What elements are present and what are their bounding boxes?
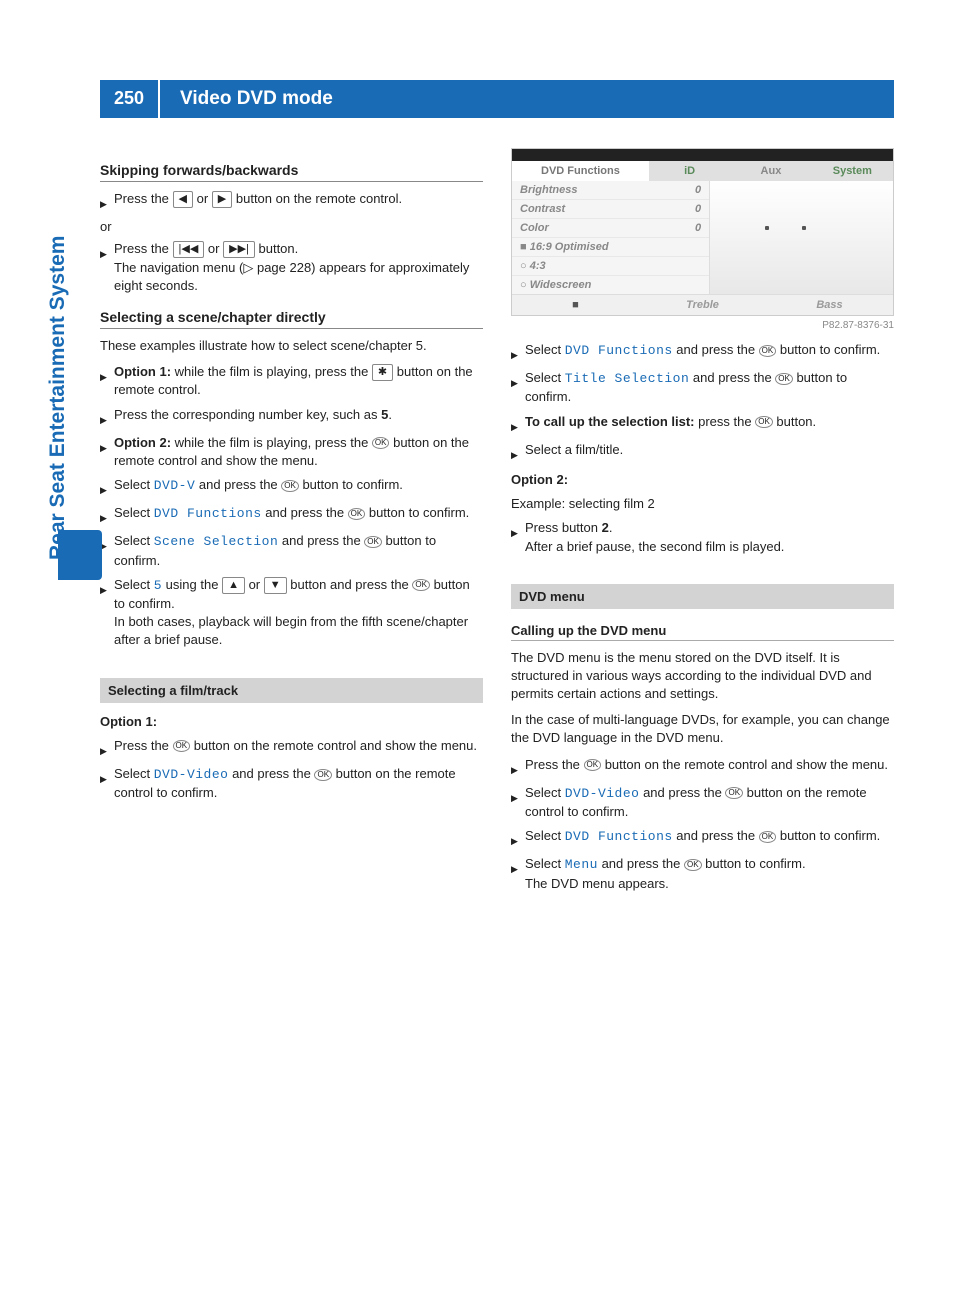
triangle-icon [511,831,525,849]
triangle-icon [511,760,525,778]
triangle-icon [100,410,114,428]
up-arrow-key: ▲ [222,577,245,594]
side-label: Rear Seat Entertainment System [46,236,70,560]
ok-icon: OK [364,536,382,548]
step-opt2: Option 2: while the film is playing, pre… [100,434,483,470]
down-arrow-key: ▼ [264,577,287,594]
triangle-icon [511,445,525,463]
triangle-icon [100,508,114,526]
dvd-menu-screenshot: DVD Functions iD Aux System Brightness0 … [511,148,894,316]
step-press-2: Press button 2.After a brief pause, the … [511,519,894,555]
triangle-icon [100,438,114,456]
option1-label: Option 1: [100,713,483,731]
triangle-icon [100,769,114,787]
next-track-key: ▶▶| [223,241,255,258]
triangle-icon [100,536,114,554]
left-column: Skipping forwards/backwards Press the ◀ … [100,148,483,899]
or-text: or [100,218,483,236]
right-arrow-key: ▶ [212,191,232,208]
prev-track-key: |◀◀ [173,241,205,258]
section-scene-title: Selecting a scene/chapter directly [100,309,483,329]
triangle-icon [511,417,525,435]
triangle-icon [511,345,525,363]
section-skipping-title: Skipping forwards/backwards [100,162,483,182]
image-code: P82.87-8376-31 [511,320,894,331]
step-r-selectfilm: Select a film/title. [511,441,894,463]
step-select-dvdv: Select DVD-V and press the OK button to … [100,476,483,498]
triangle-icon [511,788,525,806]
ok-icon: OK [755,416,773,428]
ok-icon: OK [372,437,390,449]
step-opt1: Option 1: while the film is playing, pre… [100,363,483,399]
page-header: 250 Video DVD mode [100,80,894,118]
grey-bar-dvd-menu: DVD menu [511,584,894,609]
ok-icon: OK [314,769,332,781]
ok-icon: OK [173,740,191,752]
page-number: 250 [100,80,160,118]
triangle-icon [511,523,525,541]
left-arrow-key: ◀ [173,191,193,208]
blue-thumb-tab [58,530,102,580]
step-select-scene: Select Scene Selection and press the OK … [100,532,483,569]
screenshot-settings-list: Brightness0 Contrast0 Color0 ■ 16:9 Opti… [512,181,710,294]
dvdmenu-para2: In the case of multi-language DVDs, for … [511,711,894,747]
star-key: ✱ [372,364,393,381]
ok-icon: OK [281,480,299,492]
stop-icon [512,295,639,315]
triangle-icon [100,580,114,598]
ok-icon: OK [684,859,702,871]
ok-icon: OK [775,373,793,385]
step-m-dvdvideo: Select DVD-Video and press the OK button… [511,784,894,821]
step-r-dvdfunc: Select DVD Functions and press the OK bu… [511,341,894,363]
triangle-icon [100,367,114,385]
triangle-icon [100,194,114,212]
option2-label: Option 2: [511,471,894,489]
step-skip-nav: Press the |◀◀ or ▶▶| button.The navigati… [100,240,483,295]
step-m-press-ok: Press the OK button on the remote contro… [511,756,894,778]
ok-icon: OK [412,579,430,591]
step-press-number: Press the corresponding number key, such… [100,406,483,428]
step-select-dvdvideo: Select DVD-Video and press the OK button… [100,765,483,802]
ok-icon: OK [725,787,743,799]
step-r-callup: To call up the selection list: press the… [511,413,894,435]
step-select-5: Select 5 using the ▲ or ▼ button and pre… [100,576,483,650]
ok-icon: OK [584,759,602,771]
step-m-dvdfunc: Select DVD Functions and press the OK bu… [511,827,894,849]
chapter-title: Video DVD mode [160,80,894,118]
side-tab-container: Rear Seat Entertainment System [70,200,100,560]
triangle-icon [100,741,114,759]
grey-bar-film-track: Selecting a film/track [100,678,483,703]
triangle-icon [100,480,114,498]
step-select-func: Select DVD Functions and press the OK bu… [100,504,483,526]
triangle-icon [100,244,114,262]
ok-icon: OK [759,831,777,843]
subtitle-calling-up: Calling up the DVD menu [511,623,894,641]
step-m-menu: Select Menu and press the OK button to c… [511,855,894,892]
triangle-icon [511,859,525,877]
dvdmenu-para1: The DVD menu is the menu stored on the D… [511,649,894,704]
ok-icon: OK [759,345,777,357]
ok-icon: OK [348,508,366,520]
right-column: DVD Functions iD Aux System Brightness0 … [511,148,894,899]
step-skip-remote: Press the ◀ or ▶ button on the remote co… [100,190,483,212]
option2-example: Example: selecting film 2 [511,495,894,513]
screenshot-tabs: DVD Functions iD Aux System [512,161,893,181]
step-press-ok: Press the OK button on the remote contro… [100,737,483,759]
scene-intro: These examples illustrate how to select … [100,337,483,355]
triangle-icon [511,373,525,391]
step-r-titlesel: Select Title Selection and press the OK … [511,369,894,406]
